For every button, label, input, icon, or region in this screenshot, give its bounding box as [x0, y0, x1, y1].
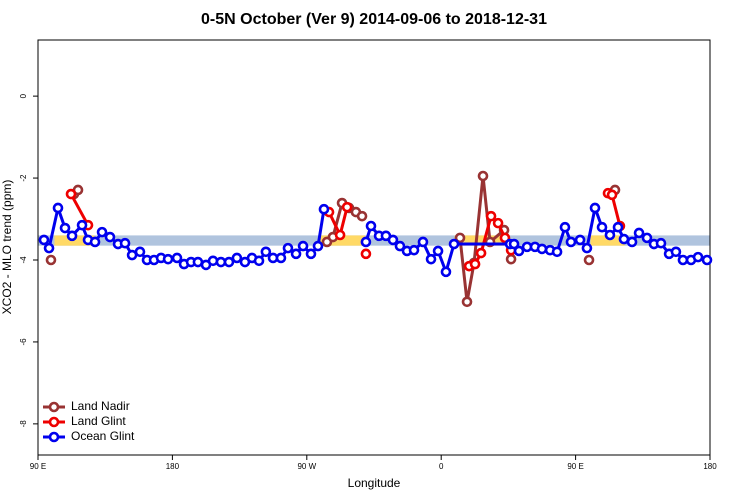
data-point	[559, 221, 571, 233]
legend-label: Ocean Glint	[71, 429, 135, 443]
data-point	[604, 229, 616, 241]
data-point	[469, 258, 481, 270]
data-point	[670, 246, 682, 258]
data-point	[574, 234, 586, 246]
data-point	[492, 217, 504, 229]
data-point	[485, 210, 497, 222]
x-axis-label: Longitude	[348, 476, 401, 490]
land-segment	[590, 235, 625, 246]
data-point	[341, 201, 353, 213]
data-point	[282, 242, 294, 254]
data-point	[275, 252, 287, 264]
data-point	[89, 236, 101, 248]
data-point	[477, 170, 489, 182]
y-tick-label: 0	[19, 93, 28, 98]
y-tick-label: -2	[19, 174, 28, 182]
legend-marker	[48, 431, 60, 443]
land-segment	[54, 235, 95, 246]
data-point	[134, 246, 146, 258]
data-point	[612, 221, 624, 233]
data-point	[360, 248, 372, 260]
data-point	[387, 234, 399, 246]
legend-marker	[48, 416, 60, 428]
y-tick-label: -6	[19, 338, 28, 346]
data-point	[596, 221, 608, 233]
data-point	[454, 232, 466, 244]
data-point	[334, 229, 346, 241]
data-point	[508, 238, 520, 250]
data-point	[312, 240, 324, 252]
data-point	[356, 210, 368, 222]
data-point	[66, 230, 78, 242]
data-point	[171, 252, 183, 264]
data-point	[692, 251, 704, 263]
data-point	[318, 203, 330, 215]
data-point	[305, 248, 317, 260]
land-segment	[454, 235, 510, 246]
y-axis-label: XCO2 - MLO trend (ppm)	[0, 180, 14, 315]
data-point	[360, 236, 372, 248]
data-point	[655, 237, 667, 249]
data-point	[96, 226, 108, 238]
chart-title: 0-5N October (Ver 9) 2014-09-06 to 2018-…	[201, 11, 547, 28]
legend-marker	[48, 401, 60, 413]
ocean-band	[38, 235, 710, 246]
data-point	[260, 246, 272, 258]
data-point	[536, 243, 548, 255]
data-point	[448, 238, 460, 250]
land-segment	[320, 235, 366, 246]
data-point	[505, 253, 517, 265]
data-point	[65, 188, 77, 200]
data-point	[162, 253, 174, 265]
data-point	[633, 227, 645, 239]
data-point	[641, 232, 653, 244]
data-point	[475, 247, 487, 259]
data-point	[45, 254, 57, 266]
data-point	[432, 245, 444, 257]
data-point	[513, 245, 525, 257]
data-point	[417, 236, 429, 248]
legend-label: Land Glint	[71, 414, 126, 428]
data-point	[581, 242, 593, 254]
data-point	[425, 253, 437, 265]
plot-frame	[37, 39, 711, 456]
data-point	[394, 240, 406, 252]
data-point	[606, 189, 618, 201]
x-tick-label: 180	[703, 462, 717, 471]
data-point	[104, 231, 116, 243]
data-point	[565, 236, 577, 248]
data-point	[52, 202, 64, 214]
data-point	[223, 256, 235, 268]
y-tick-label: -4	[19, 256, 28, 264]
data-point	[43, 242, 55, 254]
data-point	[461, 296, 473, 308]
data-point	[589, 202, 601, 214]
data-point	[365, 220, 377, 232]
data-point	[231, 252, 243, 264]
data-point	[59, 222, 71, 234]
x-tick-label: 90 E	[567, 462, 583, 471]
data-point	[119, 237, 131, 249]
x-tick-label: 90 W	[297, 462, 316, 471]
data-point	[290, 248, 302, 260]
data-point	[551, 246, 563, 258]
y-tick-label: -8	[19, 420, 28, 428]
data-point	[76, 219, 88, 231]
data-point	[38, 234, 50, 246]
x-tick-label: 90 E	[30, 462, 46, 471]
legend-label: Land Nadir	[71, 399, 130, 413]
data-point	[408, 244, 420, 256]
data-point	[440, 266, 452, 278]
x-tick-label: 0	[439, 462, 444, 471]
data-point	[626, 236, 638, 248]
data-point	[701, 254, 713, 266]
data-point	[297, 240, 309, 252]
x-tick-label: 180	[166, 462, 180, 471]
data-point	[583, 254, 595, 266]
data-point	[253, 255, 265, 267]
